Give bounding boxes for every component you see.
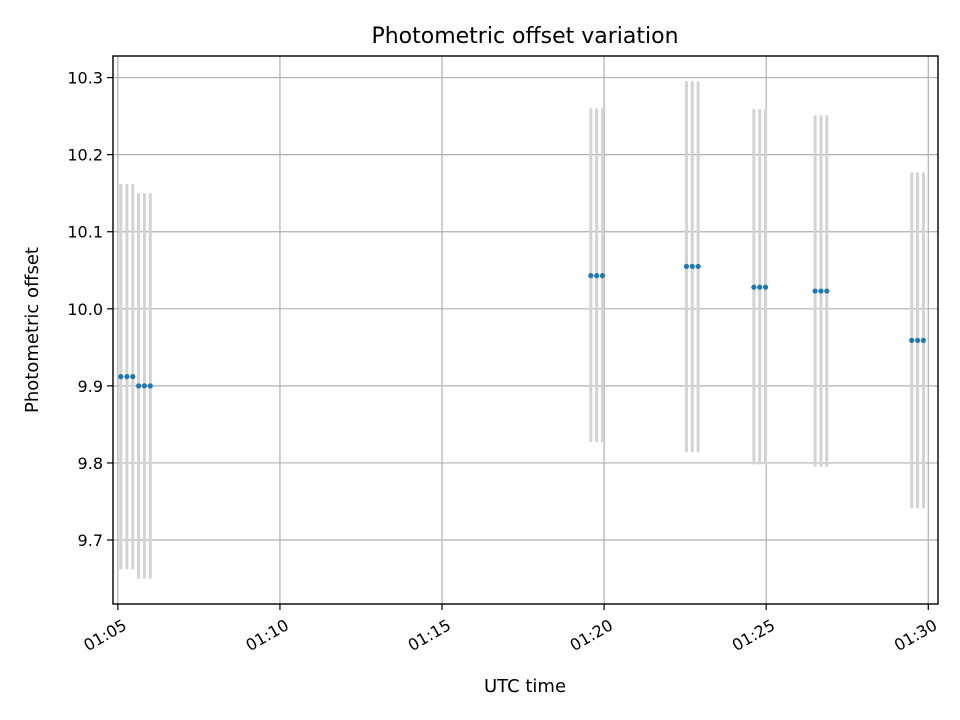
data-point [909, 337, 915, 344]
chart-title: Photometric offset variation [371, 24, 678, 49]
data-point [118, 374, 124, 380]
y-tick-label: 10.2 [67, 146, 103, 165]
data-point [147, 383, 153, 389]
data-point [818, 288, 824, 294]
y-tick-label: 9.9 [78, 377, 103, 396]
data-point [920, 337, 927, 344]
plot-frame [112, 55, 939, 605]
data-point [751, 284, 757, 290]
data-point [136, 383, 142, 389]
data-points [118, 263, 927, 389]
data-point [124, 374, 130, 380]
y-tick-label: 10.3 [67, 69, 103, 88]
data-point [594, 273, 600, 279]
data-point [695, 263, 701, 270]
grid-lines [113, 56, 938, 604]
data-point [141, 383, 148, 389]
data-point [599, 273, 606, 279]
data-point [683, 263, 690, 270]
data-point [812, 288, 818, 294]
y-axis-ticks: 9.7 9.8 9.9 10.0 10.1 10.2 10.3 [67, 69, 113, 550]
data-point [588, 273, 594, 279]
y-tick-label: 9.7 [78, 531, 103, 550]
data-point [689, 263, 695, 270]
data-point [914, 337, 921, 344]
data-point [762, 284, 769, 290]
y-tick-label: 10.0 [67, 300, 103, 319]
y-tick-label: 9.8 [78, 454, 103, 473]
data-point [130, 374, 136, 380]
x-axis-label: UTC time [484, 676, 566, 697]
data-point [757, 284, 763, 290]
data-point [824, 288, 830, 294]
y-tick-label: 10.1 [67, 223, 103, 242]
y-axis-label: Photometric offset [22, 247, 43, 413]
